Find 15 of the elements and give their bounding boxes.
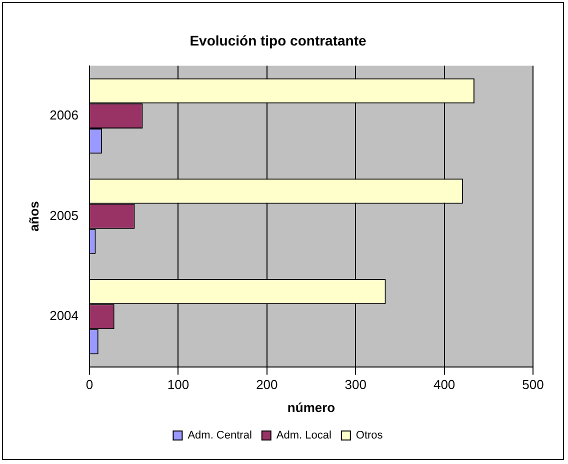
y-tick-label: 2004 xyxy=(50,308,79,324)
x-tick-label: 300 xyxy=(344,377,366,392)
legend-label: Adm. Central xyxy=(188,430,252,442)
x-tick-label: 100 xyxy=(167,377,190,392)
x-tick-label: 0 xyxy=(86,377,94,392)
y-tick-label: 2006 xyxy=(50,108,79,123)
y-axis-title: años xyxy=(26,201,42,232)
x-tick-label: 200 xyxy=(256,377,278,392)
x-tick-label: 500 xyxy=(522,377,544,392)
legend-label: Otros xyxy=(356,430,384,442)
chart-title: Evolución tipo contratante xyxy=(190,32,366,48)
x-axis-title: número xyxy=(287,400,336,415)
x-tick-label: 400 xyxy=(433,377,456,392)
y-tick-label: 2005 xyxy=(50,208,79,223)
legend-label: Adm. Local xyxy=(276,430,332,442)
